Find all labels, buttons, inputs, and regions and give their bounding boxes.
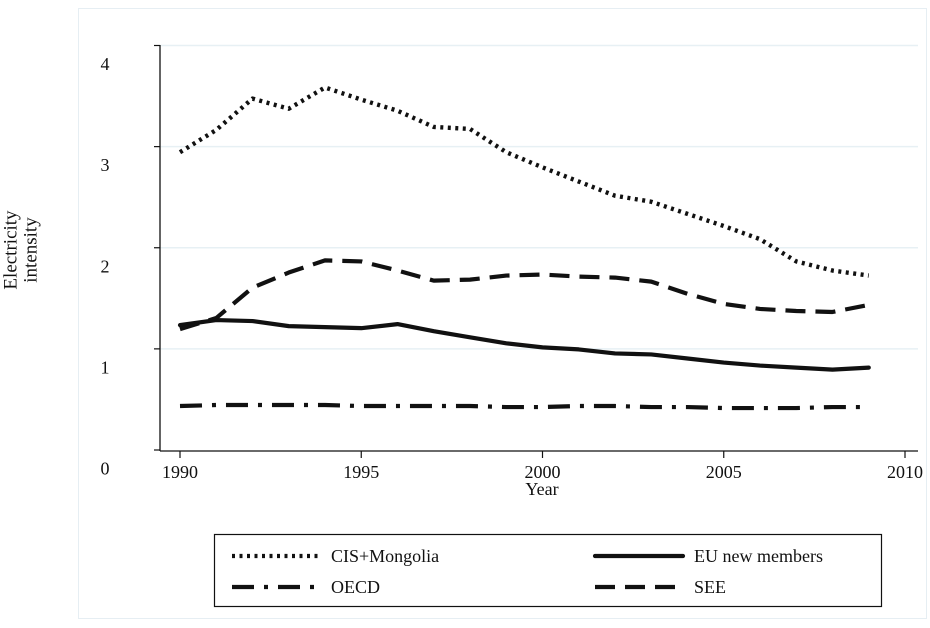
y-tick-label-2: 2 bbox=[101, 256, 110, 276]
series-line-oecd bbox=[179, 402, 869, 411]
legend-label-see: SEE bbox=[694, 577, 726, 597]
series-line-cis-mongolia bbox=[178, 85, 870, 278]
grid-layer bbox=[160, 44, 918, 350]
x-tick-label-2010: 2010 bbox=[887, 462, 923, 482]
x-axis-title: Year bbox=[525, 479, 558, 499]
series-layer bbox=[177, 85, 871, 411]
x-tick-label-2000: 2000 bbox=[525, 462, 561, 482]
legend-label-oecd: OECD bbox=[331, 577, 380, 597]
x-tick-label-2005: 2005 bbox=[706, 462, 742, 482]
axes-layer: 0 1 2 3 4 1990 1995 2000 2005 2010 Year bbox=[101, 44, 923, 499]
y-tick-label-3: 3 bbox=[101, 155, 110, 175]
y-tick-label-1: 1 bbox=[101, 357, 110, 377]
x-tick-label-1995: 1995 bbox=[343, 462, 379, 482]
series-line-eu-new-members bbox=[177, 317, 871, 372]
legend-label-eu-new-members: EU new members bbox=[694, 546, 823, 566]
legend-box bbox=[213, 533, 883, 608]
y-tick-label-0: 0 bbox=[101, 459, 110, 479]
legend-label-cis-mongolia: CIS+Mongolia bbox=[331, 546, 439, 566]
y-tick-label-4: 4 bbox=[101, 54, 110, 74]
series-line-see bbox=[179, 258, 870, 332]
x-tick-label-1990: 1990 bbox=[162, 462, 198, 482]
legend: CIS+Mongolia EU new members OECD SEE bbox=[213, 533, 883, 608]
